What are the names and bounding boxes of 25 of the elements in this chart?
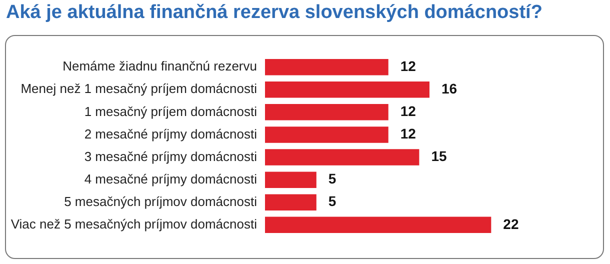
data-label: 12	[400, 58, 416, 74]
y-tick-label: Viac než 5 mesačných príjmov domácnosti	[10, 216, 258, 232]
data-label: 12	[400, 126, 416, 142]
data-label: 15	[431, 148, 447, 164]
bar	[265, 58, 388, 76]
data-label: 22	[503, 216, 519, 232]
bar	[265, 104, 388, 120]
bar	[265, 149, 420, 166]
y-tick-label: Menej než 1 mesačný príjem domácnosti	[20, 81, 258, 96]
y-tick-label: Nemáme žiadnu finančnú rezervu	[62, 58, 257, 74]
data-label: 5	[328, 170, 336, 187]
bar	[265, 194, 316, 210]
y-tick-label: 2 mesačné príjmy domácnosti	[84, 126, 258, 142]
data-label: 12	[400, 103, 416, 120]
bar	[265, 126, 388, 143]
bar	[265, 216, 492, 234]
data-label: 16	[441, 80, 458, 96]
y-tick-label: 5 mesačných príjmov domácnosti	[64, 194, 258, 209]
y-tick-label: 4 mesačné príjmy domácnosti	[84, 171, 258, 186]
data-label: 5	[328, 193, 336, 210]
y-tick-label: 1 mesačný príjem domácnosti	[84, 104, 258, 119]
y-tick-label: 3 mesačné príjmy domácnosti	[84, 148, 258, 164]
chart-title: Aká je aktuálna finančná rezerva slovenských domácností?	[6, 2, 542, 24]
bar	[265, 82, 430, 98]
bar	[265, 172, 316, 188]
